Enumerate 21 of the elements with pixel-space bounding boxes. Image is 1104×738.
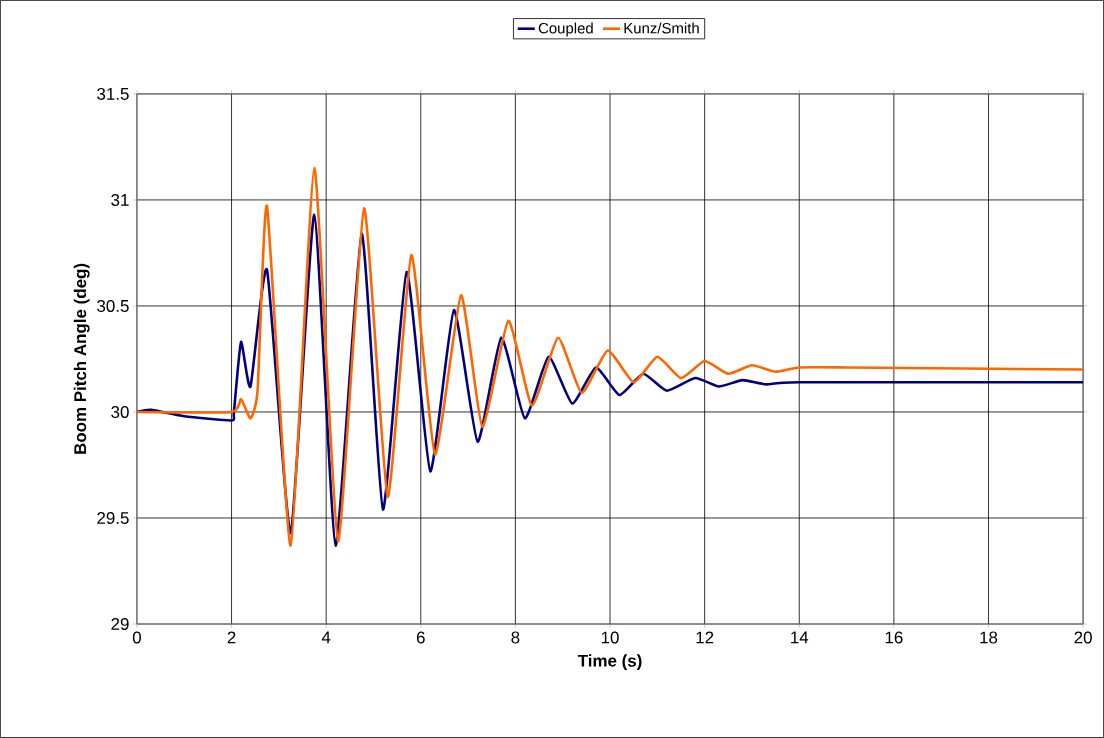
- x-tick-label: 12: [696, 631, 714, 644]
- x-tick-label: 16: [885, 631, 903, 644]
- y-tick-label: 30: [111, 405, 129, 418]
- x-tick-label: 18: [980, 631, 998, 644]
- legend-label: Coupled: [538, 22, 593, 37]
- y-tick-label: 29: [111, 618, 129, 631]
- x-tick-label: 10: [601, 631, 619, 644]
- x-tick-label: 14: [791, 631, 809, 644]
- y-tick-label: 30.5: [97, 299, 129, 312]
- x-tick-label: 8: [511, 631, 520, 644]
- y-axis-title: Boom Pitch Angle (deg): [73, 263, 90, 454]
- x-tick-label: 4: [321, 631, 331, 644]
- y-tick-label: 31.5: [97, 87, 129, 100]
- x-tick-label: 6: [416, 631, 425, 644]
- x-axis-title: Time (s): [577, 654, 642, 671]
- x-tick-label: 20: [1074, 631, 1092, 644]
- y-tick-label: 31: [111, 193, 129, 206]
- legend-label: Kunz/Smith: [624, 22, 699, 34]
- x-tick-label: 2: [227, 631, 236, 644]
- x-tick-label: 0: [132, 631, 141, 644]
- y-tick-label: 29.5: [97, 512, 129, 525]
